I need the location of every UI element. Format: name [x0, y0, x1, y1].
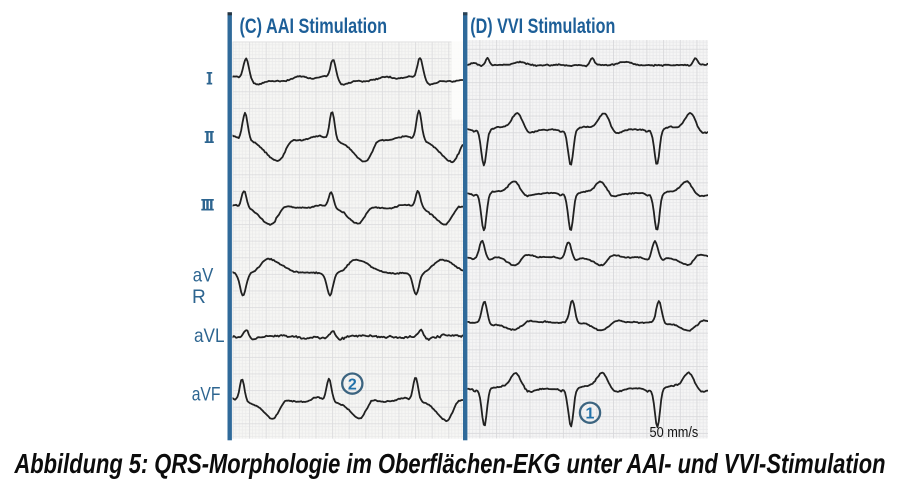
svg-text:aV: aV	[193, 265, 214, 287]
svg-text:Abbildung 5: QRS-Morphologie i: Abbildung 5: QRS-Morphologie im Oberfläc…	[14, 448, 886, 479]
svg-text:50 mm/s: 50 mm/s	[650, 425, 699, 441]
svg-text:(C) AAI Stimulation: (C) AAI Stimulation	[240, 15, 388, 38]
svg-text:1: 1	[586, 405, 595, 422]
svg-text:2: 2	[348, 376, 357, 393]
svg-text:aVF: aVF	[192, 383, 221, 405]
svg-text:(D) VVI Stimulation: (D) VVI Stimulation	[470, 15, 615, 38]
svg-text:aVL: aVL	[194, 325, 225, 347]
svg-text:R: R	[192, 286, 206, 308]
